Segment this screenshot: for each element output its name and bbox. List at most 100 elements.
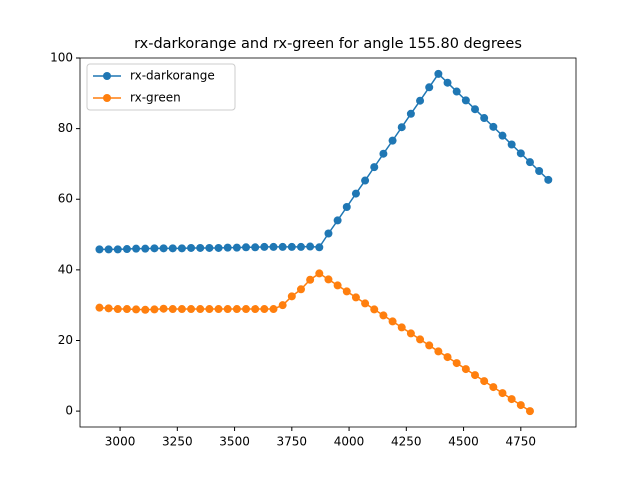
point — [333, 281, 342, 290]
point — [425, 83, 434, 92]
point — [159, 304, 168, 313]
y-tick-label: 100 — [50, 51, 73, 65]
point — [242, 305, 251, 314]
point — [525, 407, 534, 416]
x-tick-label: 3750 — [277, 435, 308, 449]
x-tick-label: 4250 — [391, 435, 422, 449]
point — [278, 301, 287, 310]
x-tick-label: 3250 — [162, 435, 193, 449]
point — [113, 245, 122, 254]
point — [425, 341, 434, 350]
point — [361, 176, 370, 185]
point — [251, 243, 260, 252]
point — [370, 305, 379, 314]
point — [507, 140, 516, 149]
point — [379, 311, 388, 320]
point — [361, 299, 370, 308]
point — [287, 242, 296, 251]
point — [214, 243, 223, 252]
point — [296, 285, 305, 294]
point — [480, 377, 489, 386]
point — [379, 149, 388, 158]
point — [333, 216, 342, 225]
point — [452, 87, 461, 96]
point — [351, 189, 360, 198]
point — [434, 69, 443, 78]
point — [104, 304, 113, 313]
point — [397, 123, 406, 132]
legend-marker — [103, 94, 111, 102]
point — [296, 242, 305, 251]
point — [132, 305, 141, 314]
point — [159, 244, 168, 253]
point — [242, 243, 251, 252]
point — [370, 163, 379, 172]
legend-label: rx-darkorange — [130, 69, 215, 83]
point — [535, 166, 544, 175]
point — [471, 105, 480, 114]
point — [434, 347, 443, 356]
point — [406, 329, 415, 338]
point — [342, 287, 351, 296]
point — [132, 244, 141, 253]
point — [388, 317, 397, 326]
point — [104, 245, 113, 254]
point — [141, 305, 150, 314]
point — [480, 114, 489, 123]
point — [416, 96, 425, 105]
point — [260, 305, 269, 314]
point — [150, 305, 159, 314]
point — [223, 243, 232, 252]
point — [306, 242, 315, 251]
point — [232, 243, 241, 252]
point — [324, 229, 333, 238]
y-tick-label: 40 — [58, 262, 73, 276]
point — [306, 275, 315, 284]
point — [196, 243, 205, 252]
point — [461, 96, 470, 105]
point — [498, 131, 507, 140]
point — [388, 136, 397, 145]
point — [287, 292, 296, 301]
x-tick-label: 4750 — [506, 435, 537, 449]
point — [177, 305, 186, 314]
point — [342, 203, 351, 212]
point — [177, 244, 186, 253]
point — [471, 371, 480, 380]
point — [223, 305, 232, 314]
point — [443, 78, 452, 87]
series-line — [99, 272, 531, 412]
point — [507, 395, 516, 404]
point — [269, 305, 278, 314]
legend-box — [86, 63, 236, 111]
y-tick-label: 0 — [65, 404, 73, 418]
point — [269, 242, 278, 251]
point — [498, 389, 507, 398]
point — [544, 175, 553, 184]
y-tick-label: 60 — [58, 192, 73, 206]
point — [196, 305, 205, 314]
point — [251, 305, 260, 314]
legend-marker — [103, 72, 111, 80]
point — [168, 244, 177, 253]
point — [406, 109, 415, 118]
point — [397, 323, 406, 332]
point — [461, 365, 470, 374]
point — [150, 244, 159, 253]
point — [95, 303, 104, 312]
point — [516, 149, 525, 158]
point — [168, 305, 177, 314]
point — [260, 242, 269, 251]
point — [214, 305, 223, 314]
point — [95, 245, 104, 254]
point — [351, 293, 360, 302]
point — [443, 353, 452, 362]
point — [205, 243, 214, 252]
point — [489, 122, 498, 131]
x-tick-label: 4000 — [334, 435, 365, 449]
point — [525, 158, 534, 167]
y-tick-label: 80 — [58, 121, 73, 135]
point — [232, 305, 241, 314]
point — [315, 269, 324, 278]
point — [416, 335, 425, 344]
